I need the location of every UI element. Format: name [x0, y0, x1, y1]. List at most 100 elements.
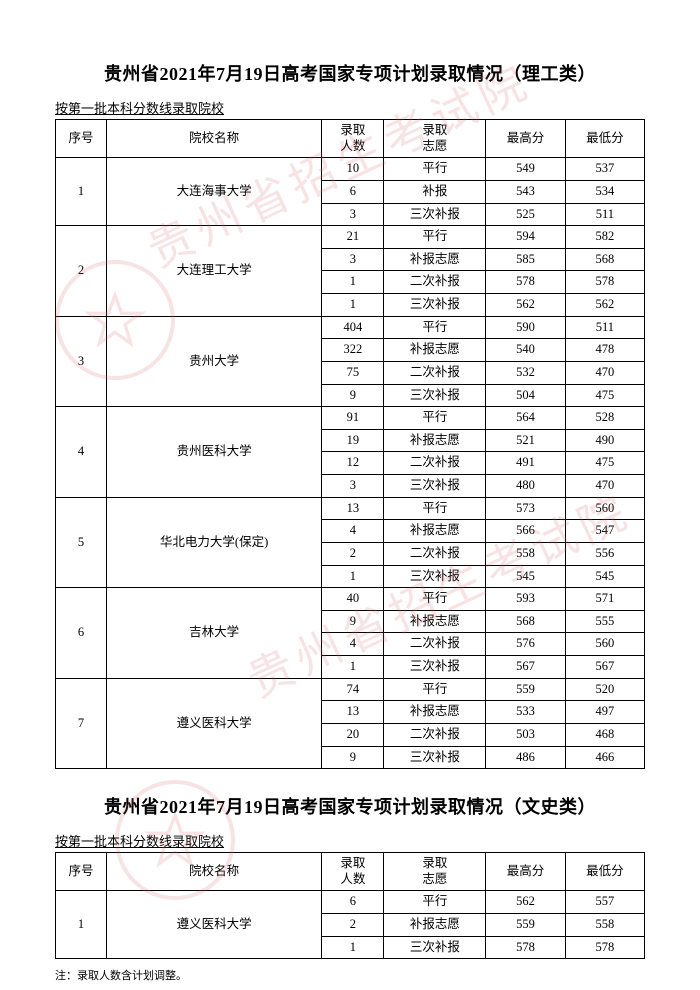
- table-row: 4贵州医科大学91平行564528: [56, 407, 645, 430]
- cell-count: 20: [322, 723, 384, 746]
- cell-count: 1: [322, 565, 384, 588]
- cell-max-score: 521: [486, 429, 565, 452]
- col-cnt: 录取人数: [322, 120, 384, 158]
- cell-min-score: 555: [565, 610, 644, 633]
- col-seq: 序号: [56, 120, 107, 158]
- cell-min-score: 547: [565, 520, 644, 543]
- cell-preference: 补报志愿: [384, 248, 486, 271]
- cell-preference: 二次补报: [384, 361, 486, 384]
- cell-preference: 平行: [384, 891, 486, 914]
- cell-max-score: 545: [486, 565, 565, 588]
- cell-count: 19: [322, 429, 384, 452]
- cell-count: 4: [322, 520, 384, 543]
- cell-count: 9: [322, 746, 384, 769]
- cell-preference: 平行: [384, 678, 486, 701]
- cell-min-score: 528: [565, 407, 644, 430]
- cell-max-score: 486: [486, 746, 565, 769]
- cell-max-score: 566: [486, 520, 565, 543]
- cell-min-score: 568: [565, 248, 644, 271]
- cell-count: 40: [322, 588, 384, 611]
- cell-min-score: 466: [565, 746, 644, 769]
- cell-max-score: 558: [486, 542, 565, 565]
- section2-title: 贵州省2021年7月19日高考国家专项计划录取情况（文史类）: [55, 793, 645, 819]
- cell-count: 2: [322, 542, 384, 565]
- cell-preference: 三次补报: [384, 294, 486, 317]
- cell-max-score: 559: [486, 914, 565, 937]
- admission-table-liberal: 序号 院校名称 录取人数 录取志愿 最高分 最低分 1遵义医科大学6平行5625…: [55, 852, 645, 959]
- cell-min-score: 511: [565, 203, 644, 226]
- cell-min-score: 468: [565, 723, 644, 746]
- cell-max-score: 585: [486, 248, 565, 271]
- cell-min-score: 497: [565, 701, 644, 724]
- cell-max-score: 532: [486, 361, 565, 384]
- col-min: 最低分: [565, 853, 644, 891]
- cell-preference: 三次补报: [384, 565, 486, 588]
- cell-count: 1: [322, 656, 384, 679]
- cell-count: 4: [322, 633, 384, 656]
- cell-max-score: 525: [486, 203, 565, 226]
- cell-count: 6: [322, 891, 384, 914]
- cell-min-score: 578: [565, 936, 644, 959]
- cell-min-score: 557: [565, 891, 644, 914]
- cell-count: 3: [322, 203, 384, 226]
- cell-max-score: 549: [486, 158, 565, 181]
- cell-preference: 补报志愿: [384, 701, 486, 724]
- cell-preference: 三次补报: [384, 746, 486, 769]
- cell-min-score: 578: [565, 271, 644, 294]
- table-row: 1遵义医科大学6平行562557: [56, 891, 645, 914]
- cell-seq: 1: [56, 891, 107, 959]
- cell-count: 1: [322, 294, 384, 317]
- cell-min-score: 470: [565, 361, 644, 384]
- cell-count: 404: [322, 316, 384, 339]
- cell-preference: 二次补报: [384, 723, 486, 746]
- cell-school-name: 大连海事大学: [106, 158, 321, 226]
- cell-count: 74: [322, 678, 384, 701]
- section2-subhead: 按第一批本科分数线录取院校: [55, 831, 645, 850]
- cell-count: 6: [322, 180, 384, 203]
- cell-preference: 二次补报: [384, 542, 486, 565]
- cell-seq: 3: [56, 316, 107, 407]
- cell-max-score: 540: [486, 339, 565, 362]
- col-seq: 序号: [56, 853, 107, 891]
- cell-school-name: 贵州大学: [106, 316, 321, 407]
- section1-title: 贵州省2021年7月19日高考国家专项计划录取情况（理工类）: [55, 60, 645, 86]
- cell-preference: 补报志愿: [384, 914, 486, 937]
- cell-max-score: 491: [486, 452, 565, 475]
- cell-count: 1: [322, 936, 384, 959]
- col-min: 最低分: [565, 120, 644, 158]
- cell-count: 13: [322, 701, 384, 724]
- cell-preference: 三次补报: [384, 203, 486, 226]
- cell-preference: 三次补报: [384, 656, 486, 679]
- cell-preference: 三次补报: [384, 936, 486, 959]
- table-row: 2大连理工大学21平行594582: [56, 226, 645, 249]
- cell-min-score: 582: [565, 226, 644, 249]
- col-cnt: 录取人数: [322, 853, 384, 891]
- cell-max-score: 576: [486, 633, 565, 656]
- cell-count: 91: [322, 407, 384, 430]
- cell-max-score: 590: [486, 316, 565, 339]
- cell-max-score: 578: [486, 936, 565, 959]
- cell-min-score: 475: [565, 384, 644, 407]
- cell-max-score: 562: [486, 294, 565, 317]
- cell-min-score: 560: [565, 633, 644, 656]
- cell-count: 1: [322, 271, 384, 294]
- cell-min-score: 470: [565, 475, 644, 498]
- cell-min-score: 545: [565, 565, 644, 588]
- cell-seq: 1: [56, 158, 107, 226]
- cell-max-score: 480: [486, 475, 565, 498]
- col-name: 院校名称: [106, 120, 321, 158]
- col-max: 最高分: [486, 120, 565, 158]
- cell-max-score: 593: [486, 588, 565, 611]
- cell-preference: 二次补报: [384, 271, 486, 294]
- cell-preference: 平行: [384, 497, 486, 520]
- cell-count: 13: [322, 497, 384, 520]
- cell-min-score: 558: [565, 914, 644, 937]
- cell-max-score: 567: [486, 656, 565, 679]
- cell-preference: 平行: [384, 158, 486, 181]
- cell-preference: 补报志愿: [384, 429, 486, 452]
- cell-preference: 补报志愿: [384, 520, 486, 543]
- col-pref: 录取志愿: [384, 120, 486, 158]
- cell-min-score: 560: [565, 497, 644, 520]
- cell-preference: 平行: [384, 316, 486, 339]
- cell-preference: 三次补报: [384, 475, 486, 498]
